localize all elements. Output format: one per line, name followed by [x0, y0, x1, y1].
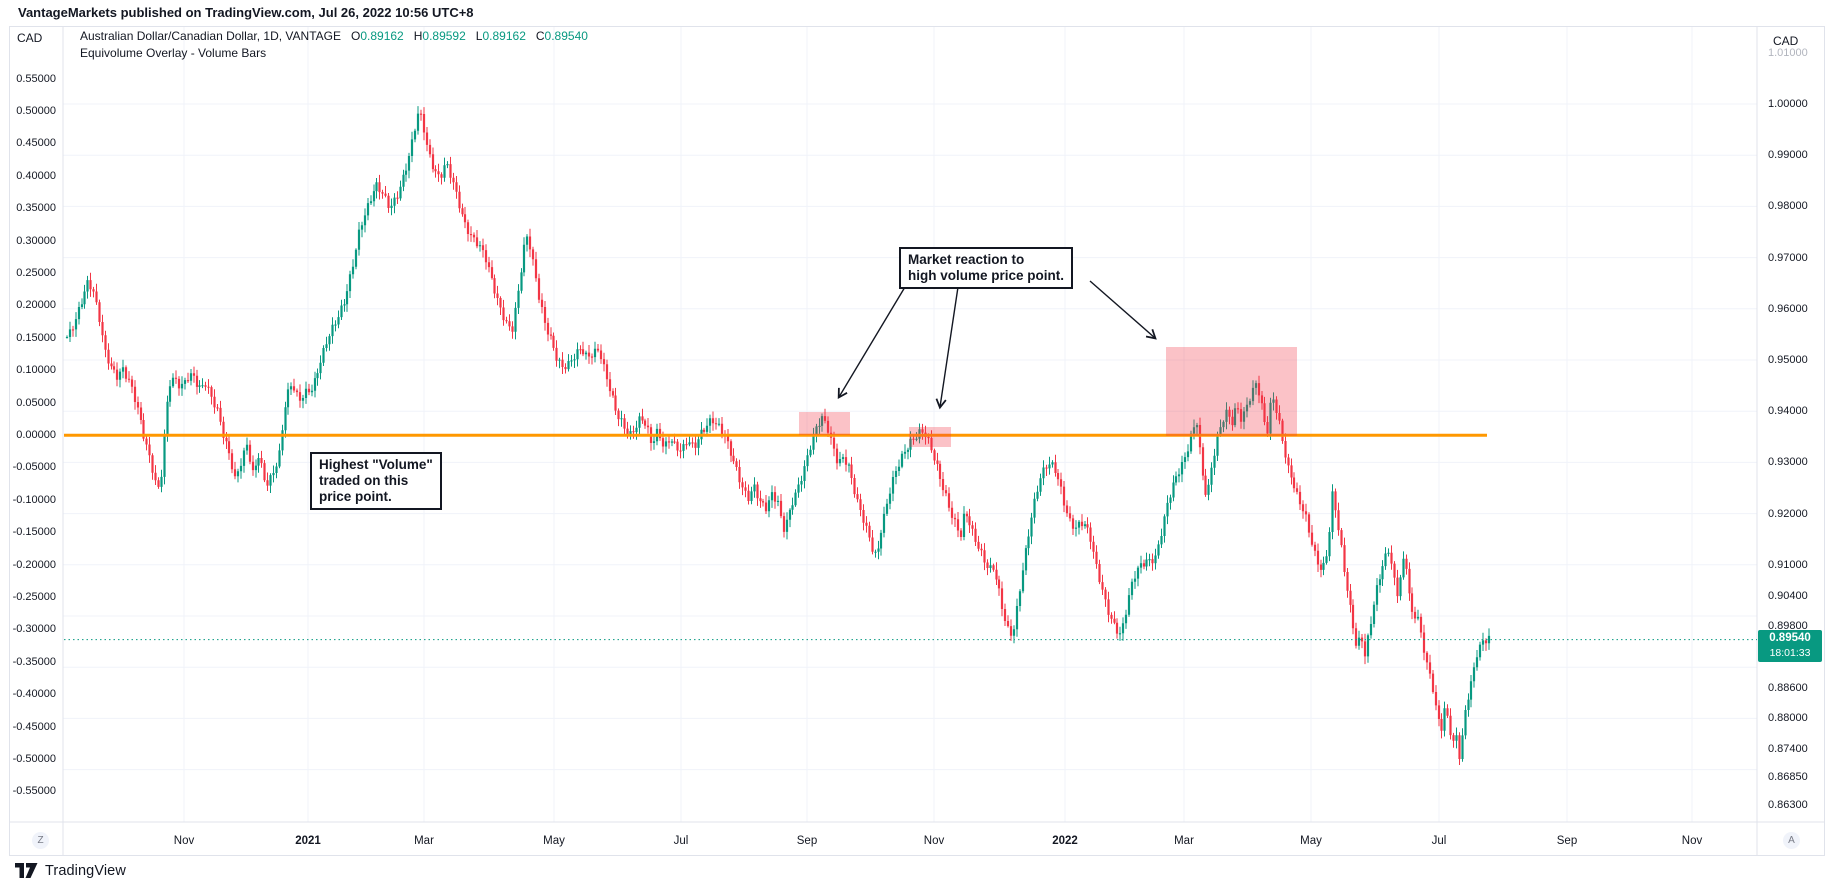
left-axis-tick: 0.40000 — [16, 169, 56, 182]
right-price-axis[interactable]: 1.01000 1.00000 0.99000 0.98000 0.97000 0.960… — [1768, 0, 1834, 830]
left-axis-tick: 0.50000 — [16, 105, 56, 117]
right-axis-tick: 0.98000 — [1768, 200, 1808, 213]
time-axis[interactable]: Nov 2021 Mar May Jul Sep Nov 2022 Mar May Jul Sep No… — [0, 826, 1834, 856]
left-axis-tick: 0.45000 — [16, 137, 56, 150]
open-key: O — [351, 29, 361, 43]
right-axis-tick: 0.92000 — [1768, 507, 1808, 520]
annotation-arrow[interactable] — [837, 286, 906, 400]
time-axis-tick: May — [543, 835, 565, 847]
annotation-line: Highest "Volume" — [319, 457, 433, 472]
high-key: H — [413, 29, 423, 43]
right-axis-tick: 0.91000 — [1768, 558, 1808, 571]
left-axis-tick: -0.50000 — [12, 753, 56, 765]
left-axis-tick: -0.40000 — [12, 688, 56, 701]
left-price-axis[interactable]: 0.55000 0.50000 0.45000 0.40000 0.35000 0.300… — [0, 0, 56, 830]
right-axis-tick: 1.00000 — [1768, 98, 1808, 110]
annotation-line: Market reaction to — [908, 252, 1025, 267]
left-axis-tick: 0.05000 — [16, 396, 56, 409]
high-volume-reaction-box[interactable] — [909, 427, 951, 447]
time-axis-tick: Nov — [1681, 835, 1703, 847]
right-axis-tick: 0.86300 — [1768, 799, 1808, 812]
open-value: 0.89162 — [360, 29, 404, 43]
candlestick-series — [65, 106, 1491, 765]
low-key: L — [475, 29, 483, 43]
high-volume-reaction-box[interactable] — [1166, 347, 1297, 436]
overlay-indicator-title[interactable]: Equivolume Overlay - Volume Bars — [80, 46, 267, 60]
time-axis-tick: May — [1300, 835, 1322, 847]
left-axis-tick: -0.30000 — [12, 623, 56, 636]
high-value: 0.89592 — [422, 29, 466, 43]
close-key: C — [535, 29, 545, 43]
plot-borders — [10, 27, 1825, 856]
time-axis-tick: Nov — [923, 835, 945, 847]
bar-countdown: 18:01:33 — [1769, 647, 1811, 659]
left-axis-tick: -0.10000 — [12, 493, 56, 506]
right-axis-tick: 0.86850 — [1768, 771, 1808, 784]
tradingview-footer[interactable]: TradingView — [15, 862, 126, 879]
left-axis-tick: 0.00000 — [16, 429, 56, 441]
left-axis-tick: -0.35000 — [12, 655, 56, 668]
tradingview-logo-icon — [15, 863, 38, 878]
time-axis-tick: 2021 — [295, 835, 321, 847]
left-axis-tick: 0.10000 — [16, 364, 56, 377]
time-axis-tick: 2022 — [1052, 835, 1078, 847]
tradingview-brand-text: TradingView — [45, 862, 126, 879]
time-axis-tick: Sep — [1556, 835, 1578, 847]
time-axis-tick: Jul — [673, 835, 689, 847]
right-axis-tick: 0.87400 — [1768, 743, 1808, 756]
grid-lines — [63, 27, 1757, 822]
ohlc-values: O0.89162 H0.89592 L0.89162 C0.89540 — [341, 29, 588, 43]
right-axis-tick: 1.01000 — [1768, 46, 1808, 59]
market-reaction-annotation[interactable]: Market reaction to high volume price poi… — [899, 247, 1074, 289]
annotation-line: price point. — [319, 489, 392, 504]
chart-legend: Australian Dollar/Canadian Dollar, 1D, V… — [80, 28, 588, 61]
time-axis-tick: Mar — [1174, 835, 1194, 847]
right-axis-tick: 0.94000 — [1768, 405, 1808, 418]
highest-volume-annotation[interactable]: Highest "Volume" traded on this price po… — [310, 452, 442, 510]
right-axis-tick: 0.89800 — [1768, 620, 1808, 633]
time-axis-tick: Sep — [796, 835, 818, 847]
left-axis-tick: 0.55000 — [16, 72, 56, 85]
left-axis-tick: 0.35000 — [16, 202, 56, 215]
low-value: 0.89162 — [482, 29, 526, 43]
left-axis-tick: 0.15000 — [16, 331, 56, 344]
left-axis-tick: 0.20000 — [16, 299, 56, 312]
left-axis-tick: -0.15000 — [12, 526, 56, 539]
right-axis-currency: CAD — [1773, 34, 1799, 48]
current-price-label: 0.89540 18:01:33 — [1758, 630, 1822, 662]
left-axis-tick: 0.25000 — [16, 267, 56, 279]
right-axis-tick: 0.88600 — [1768, 681, 1808, 694]
timezone-button[interactable]: Z — [32, 832, 49, 849]
current-price-value: 0.89540 — [1769, 632, 1811, 644]
left-axis-tick: -0.05000 — [12, 461, 56, 474]
left-axis-tick: -0.45000 — [12, 720, 56, 733]
left-axis-tick: 0.30000 — [16, 234, 56, 247]
left-axis-tick: -0.20000 — [12, 558, 56, 571]
close-value: 0.89540 — [544, 29, 588, 43]
time-axis-tick: Nov — [173, 835, 195, 847]
right-axis-tick: 0.95000 — [1768, 354, 1808, 366]
right-axis-tick: 0.88000 — [1768, 712, 1808, 725]
annotation-arrow[interactable] — [1089, 280, 1157, 340]
left-axis-tick: -0.55000 — [12, 785, 56, 798]
left-axis-currency: CAD — [17, 31, 43, 45]
left-axis-tick: -0.25000 — [12, 591, 56, 603]
high-volume-reaction-box[interactable] — [799, 412, 850, 435]
time-axis-tick: Mar — [414, 835, 434, 847]
annotation-line: traded on this — [319, 473, 409, 488]
right-axis-tick: 0.90400 — [1768, 589, 1808, 602]
right-axis-tick: 0.99000 — [1768, 149, 1808, 162]
annotation-arrow[interactable] — [935, 286, 959, 410]
annotation-line: high volume price point. — [908, 268, 1065, 283]
symbol-title[interactable]: Australian Dollar/Canadian Dollar, 1D, V… — [80, 29, 341, 43]
right-axis-tick: 0.97000 — [1768, 251, 1808, 264]
right-axis-tick: 0.93000 — [1768, 456, 1808, 469]
right-axis-tick: 0.96000 — [1768, 302, 1808, 315]
auto-scale-button[interactable]: A — [1783, 832, 1800, 849]
publish-attribution: VantageMarkets published on TradingView.… — [18, 5, 474, 20]
time-axis-tick: Jul — [1431, 835, 1447, 847]
